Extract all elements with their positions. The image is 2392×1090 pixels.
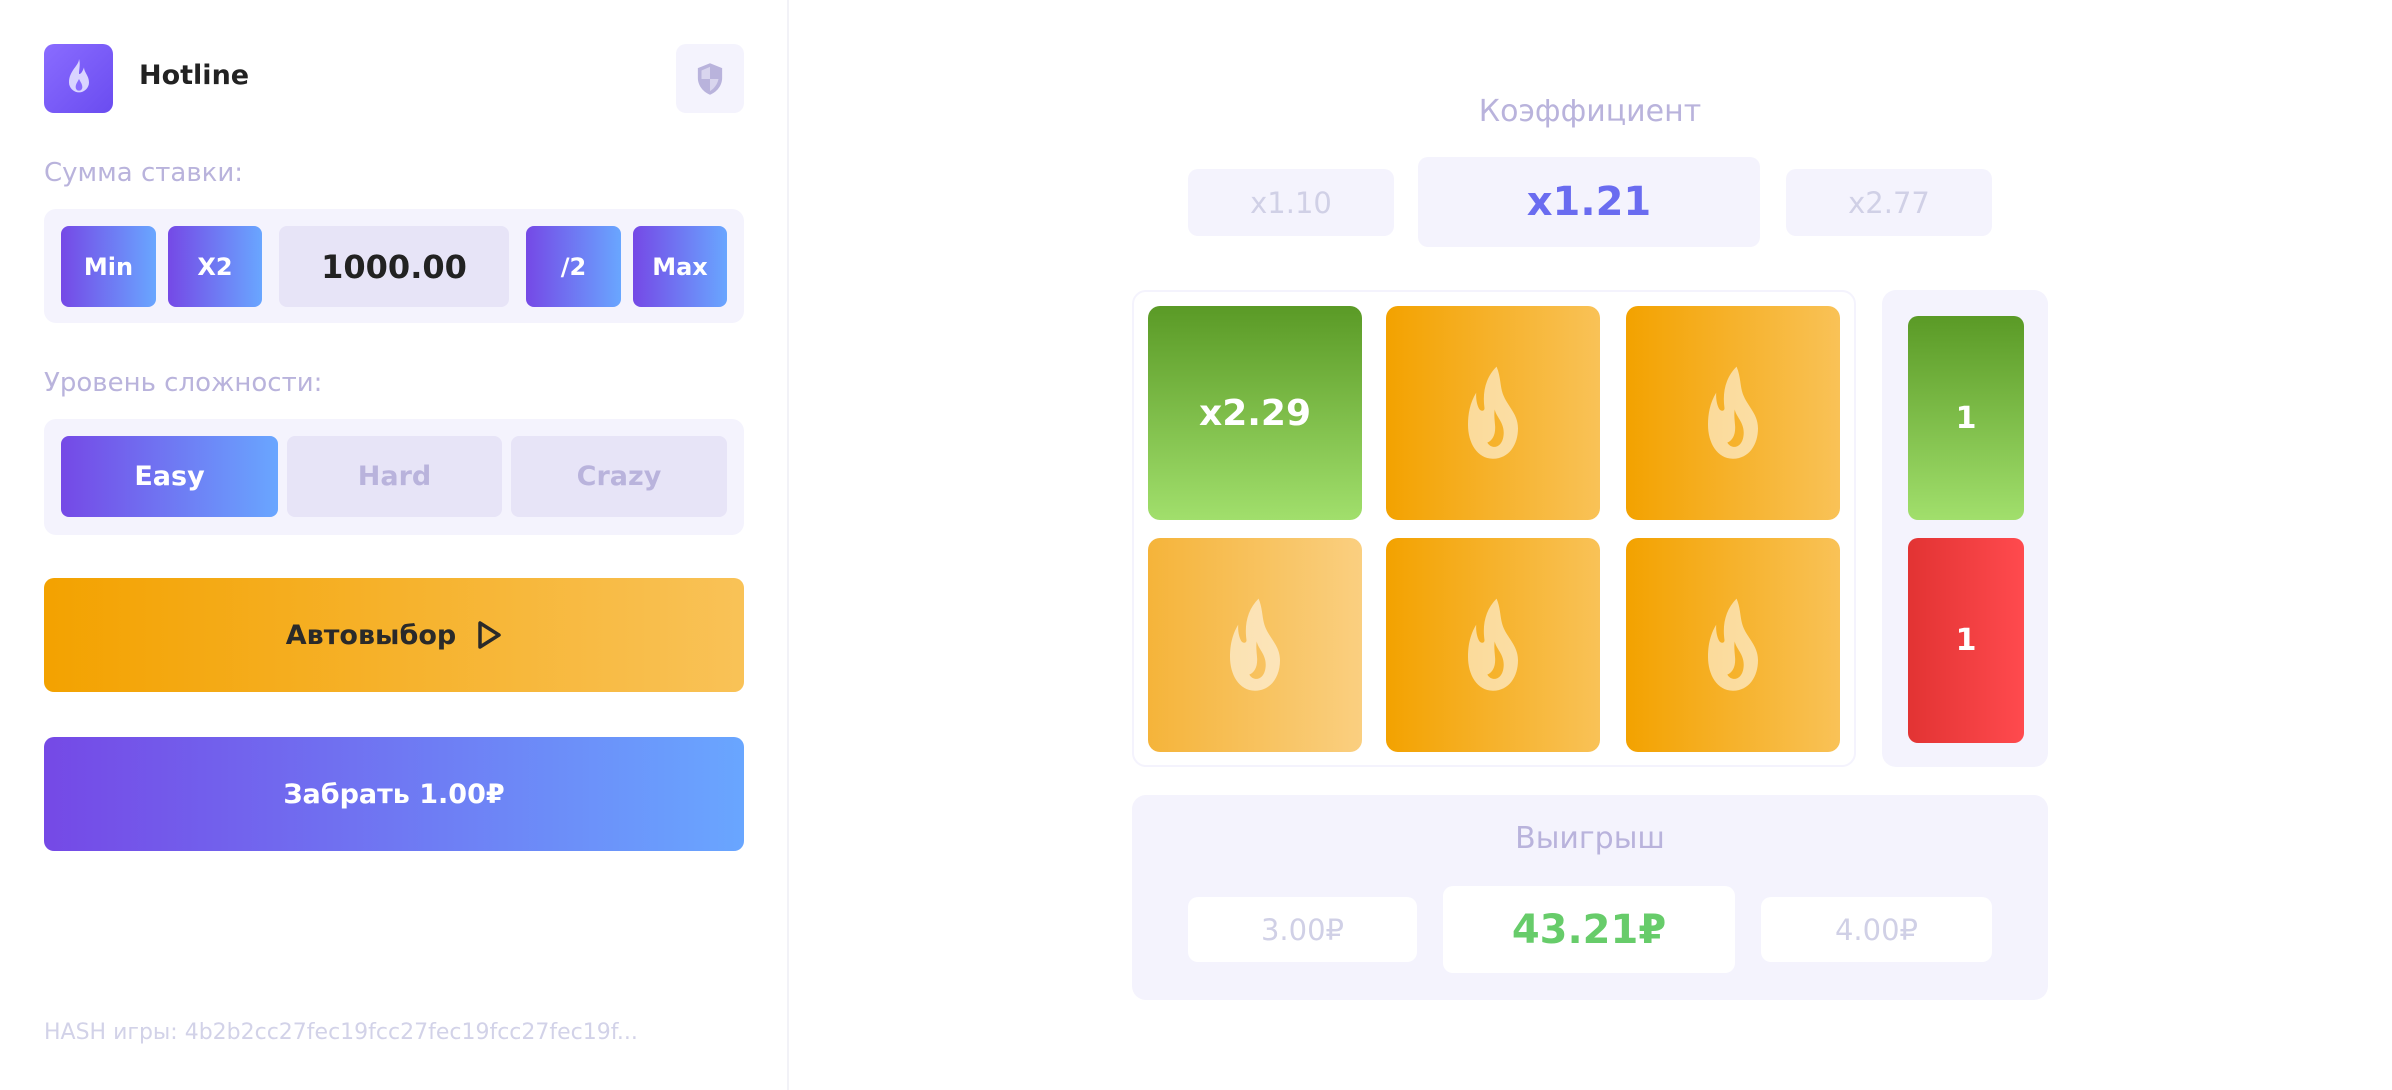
tile[interactable] (1626, 538, 1840, 752)
difficulty-hard[interactable]: Hard (287, 436, 502, 517)
side-counter-panel: 1 1 (1882, 290, 2048, 767)
coefficient-title: Коэффициент (1478, 94, 1702, 129)
winnings-panel: Выигрыш 3.00₽ 43.21₽ 4.00₽ (1132, 795, 2048, 1000)
autoselect-button[interactable]: Автовыбор (44, 578, 744, 692)
flame-icon (68, 58, 89, 92)
shield-icon (697, 62, 723, 95)
difficulty-easy[interactable]: Easy (61, 436, 278, 517)
bet-label: Сумма ставки: (44, 158, 244, 188)
difficulty-label: Уровень сложности: (44, 368, 323, 398)
flame-icon (1708, 366, 1758, 459)
tile[interactable] (1386, 538, 1600, 752)
tile[interactable] (1626, 306, 1840, 520)
game-hash: HASH игры: 4b2b2cc27fec19fcc27fec19fcc27… (44, 1020, 638, 1045)
win-next: 4.00₽ (1761, 897, 1992, 962)
flame-icon (1708, 598, 1758, 691)
panel-divider (787, 0, 789, 1090)
coef-current: x1.21 (1418, 157, 1760, 247)
play-icon (478, 621, 501, 649)
difficulty-crazy[interactable]: Crazy (511, 436, 727, 517)
tile[interactable] (1148, 538, 1362, 752)
game-board: x2.29 (1132, 290, 1856, 767)
tile[interactable] (1386, 306, 1600, 520)
win-current: 43.21₽ (1443, 886, 1735, 973)
max-button[interactable]: Max (633, 226, 727, 307)
half-button[interactable]: /2 (526, 226, 621, 307)
min-button[interactable]: Min (61, 226, 156, 307)
tile-revealed[interactable]: x2.29 (1148, 306, 1362, 520)
red-count: 1 (1908, 538, 2024, 743)
bet-panel: Min X2 1000.00 /2 Max (44, 209, 744, 323)
game-title: Hotline (139, 60, 250, 91)
flame-icon (1468, 598, 1518, 691)
game-logo (44, 44, 113, 113)
coef-next: x2.77 (1786, 169, 1992, 236)
winnings-title: Выигрыш (1515, 821, 1665, 856)
bet-amount-input[interactable]: 1000.00 (279, 226, 509, 307)
win-prev: 3.00₽ (1188, 897, 1417, 962)
autoselect-label: Автовыбор (285, 619, 457, 651)
coef-prev: x1.10 (1188, 169, 1394, 236)
flame-icon (1468, 366, 1518, 459)
green-count: 1 (1908, 316, 2024, 520)
collect-button[interactable]: Забрать 1.00₽ (44, 737, 744, 851)
difficulty-panel: Easy Hard Crazy (44, 419, 744, 535)
fairness-button[interactable] (676, 44, 744, 113)
double-button[interactable]: X2 (168, 226, 262, 307)
flame-icon (1230, 598, 1280, 691)
